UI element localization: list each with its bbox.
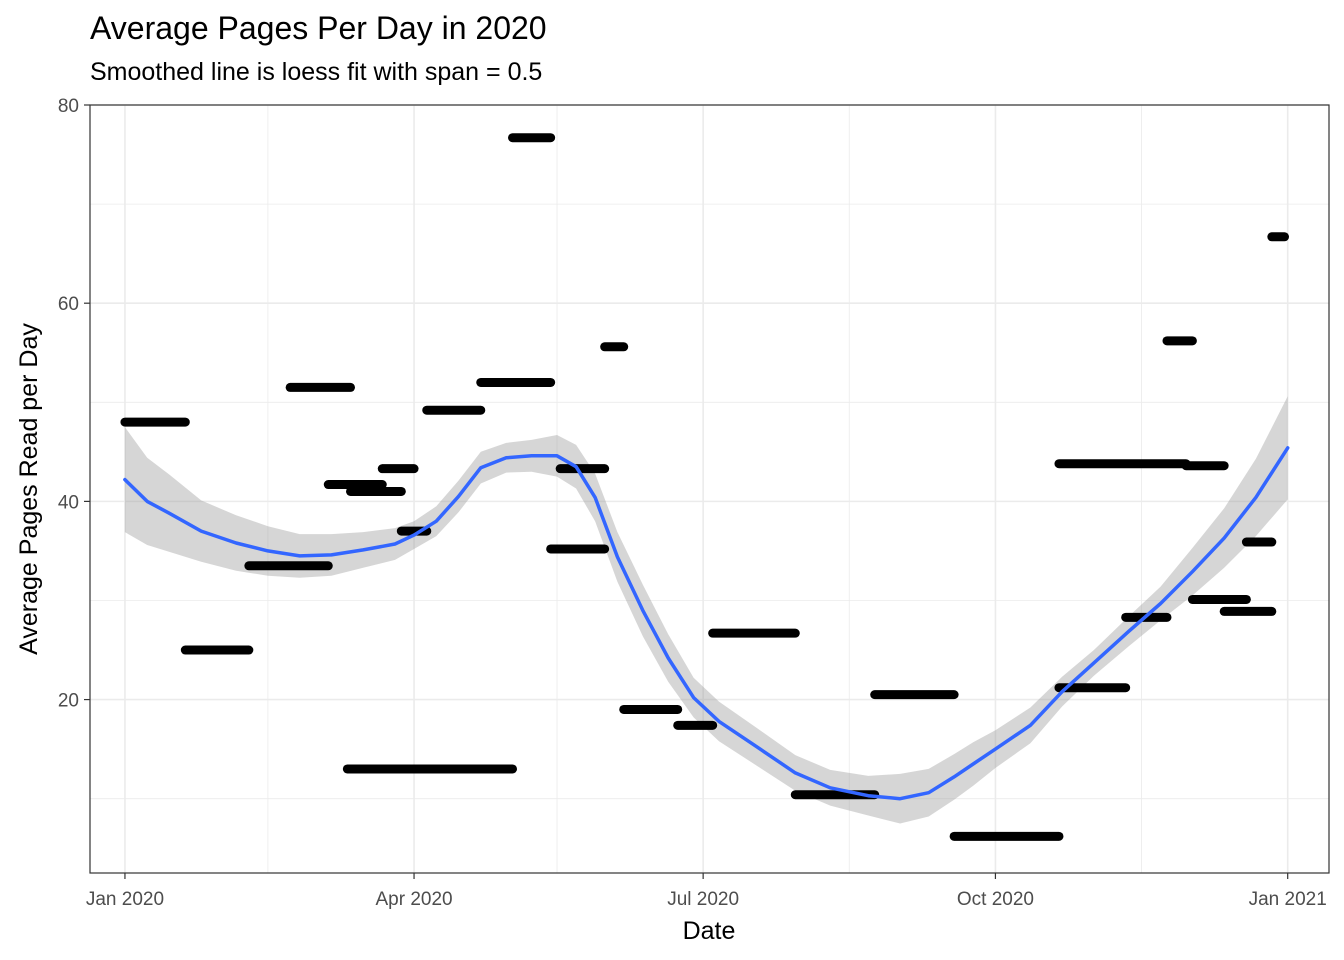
x-tick-label: Oct 2020 (957, 889, 1034, 910)
x-tick-label: Jan 2021 (1249, 889, 1327, 910)
loess-smooth-line (123, 446, 1290, 801)
x-axis: Jan 2020 Apr 2020 Jul 2020 Oct 2020 Jan 2021 (86, 873, 1327, 910)
x-tick-label: Apr 2020 (375, 889, 452, 910)
y-tick-label: 40 (58, 492, 79, 513)
x-tick-label: Jul 2020 (667, 889, 739, 910)
plot-panel-background (90, 105, 1329, 873)
y-tick-label: 60 (58, 294, 79, 315)
x-axis-title: Date (683, 917, 736, 945)
chart-title: Average Pages Per Day in 2020 (90, 10, 547, 46)
y-tick-label: 80 (58, 96, 79, 117)
y-axis-title: Average Pages Read per Day (15, 323, 43, 655)
plot-panel-border (89, 104, 1330, 874)
x-tick-label: Jan 2020 (86, 889, 164, 910)
y-axis: 20 40 60 80 (58, 96, 90, 712)
y-tick-label: 20 (58, 691, 79, 712)
chart-subtitle: Smoothed line is loess fit with span = 0… (90, 58, 543, 86)
data-points (120, 133, 1290, 841)
